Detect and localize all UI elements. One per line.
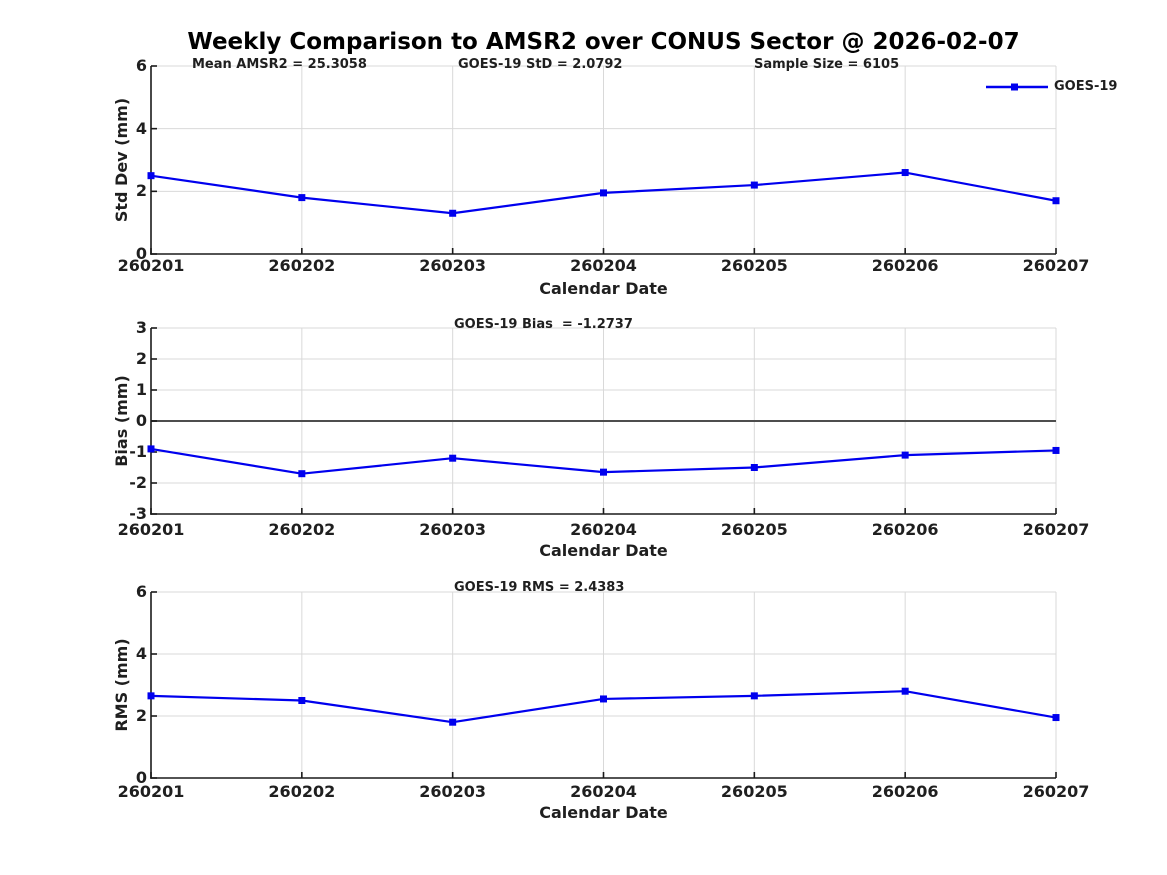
x-tick-label: 260205 <box>720 256 788 275</box>
legend-label: GOES-19 <box>1054 79 1118 94</box>
x-tick-label: 260205 <box>720 520 788 539</box>
x-tick-label: 260203 <box>419 520 487 539</box>
x-tick-label: 260204 <box>570 520 637 539</box>
x-tick-label: 260201 <box>117 256 185 275</box>
annotation-goes19-rms: GOES-19 RMS = 2.4383 <box>454 580 625 595</box>
legend-line-marker-icon <box>986 83 1048 91</box>
x-tick-label: 260201 <box>117 520 185 539</box>
ylabel-std-dev: Std Dev (mm) <box>112 97 131 223</box>
x-tick-label: 260203 <box>419 256 487 275</box>
x-tick-label: 260202 <box>268 782 336 801</box>
y-tick-label: 4 <box>135 118 147 138</box>
y-tick-label: 4 <box>135 644 147 663</box>
xlabel-calendar-date-3: Calendar Date <box>539 803 668 822</box>
y-tick-label: -3 <box>129 504 147 523</box>
y-tick-label: -1 <box>129 442 147 461</box>
x-tick-label: 260202 <box>268 256 336 275</box>
xlabel-calendar-date-2: Calendar Date <box>539 541 668 560</box>
x-tick-label: 260206 <box>871 256 939 275</box>
x-tick-label: 260202 <box>268 520 336 539</box>
x-tick-label: 260204 <box>570 782 637 801</box>
annotation-goes19-std: GOES-19 StD = 2.0792 <box>458 57 623 72</box>
x-tick-label: 260207 <box>1022 520 1090 539</box>
ylabel-rms: RMS (mm) <box>112 638 131 732</box>
y-tick-label: 1 <box>135 380 147 399</box>
y-tick-label: 6 <box>135 582 147 601</box>
figure-title: Weekly Comparison to AMSR2 over CONUS Se… <box>187 29 1020 55</box>
annotation-sample-size: Sample Size = 6105 <box>754 57 900 72</box>
y-tick-label: 3 <box>135 318 147 337</box>
y-tick-label: 0 <box>135 411 147 430</box>
x-tick-label: 260205 <box>720 782 788 801</box>
y-tick-label: 0 <box>135 768 147 787</box>
y-tick-label: 2 <box>135 181 147 201</box>
y-tick-label: -2 <box>129 473 147 492</box>
xlabel-calendar-date-1: Calendar Date <box>539 279 668 298</box>
annotation-goes19-bias: GOES-19 Bias = -1.2737 <box>454 317 633 332</box>
y-tick-label: 2 <box>135 349 147 368</box>
y-tick-label: 6 <box>135 56 147 75</box>
x-tick-label: 260206 <box>871 782 939 801</box>
x-tick-label: 260203 <box>419 782 487 801</box>
y-tick-label: 2 <box>135 706 147 725</box>
y-tick-label: 0 <box>135 244 147 263</box>
x-tick-label: 260207 <box>1022 256 1090 275</box>
annotation-mean-amsr2: Mean AMSR2 = 25.3058 <box>192 57 367 72</box>
x-tick-label: 260206 <box>871 520 939 539</box>
x-tick-label: 260201 <box>117 782 185 801</box>
x-tick-label: 260204 <box>570 256 637 275</box>
x-tick-label: 260207 <box>1022 782 1090 801</box>
